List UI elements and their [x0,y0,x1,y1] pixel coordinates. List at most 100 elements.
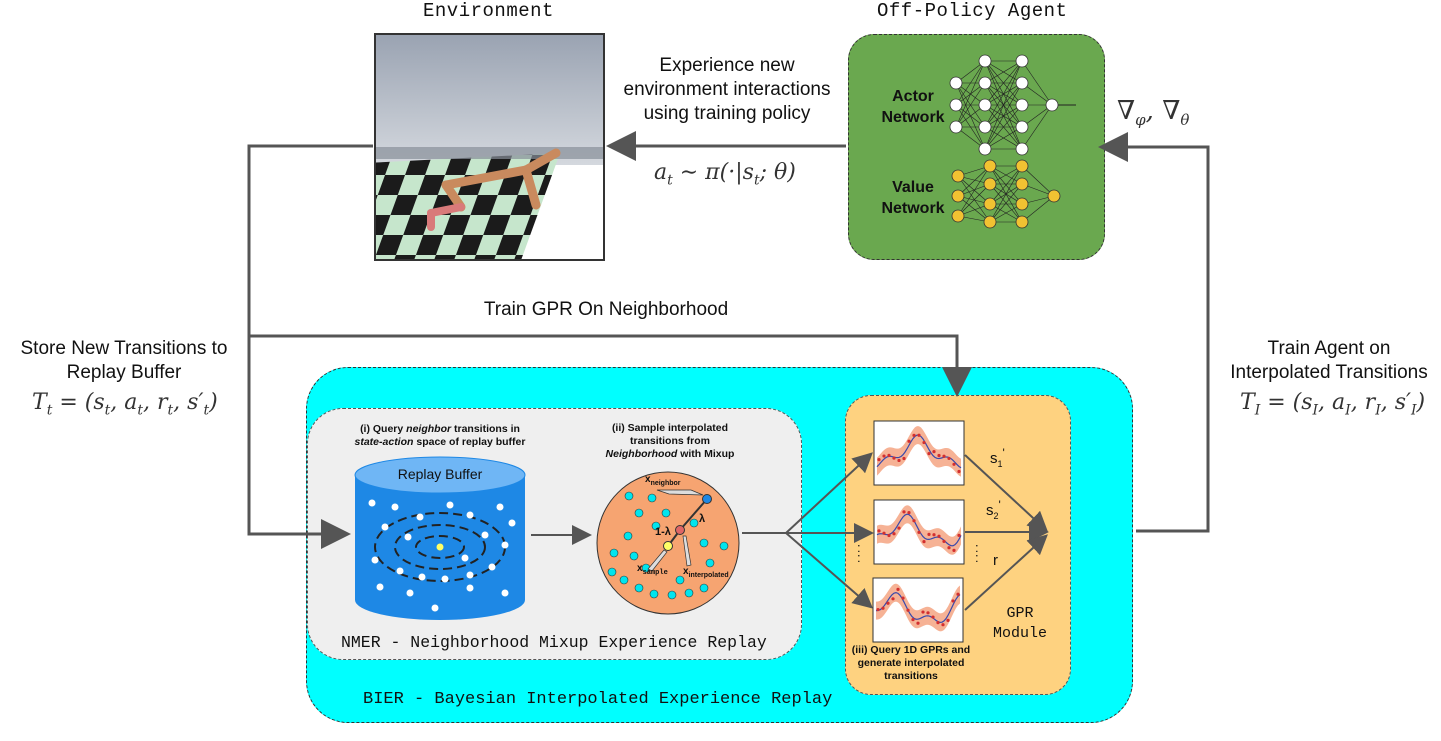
gpr-sample-point [882,531,886,535]
mixup-point [719,541,729,551]
gpr-sample-point [896,587,900,591]
gpr-sample-point [917,530,921,534]
nn-node [949,98,963,112]
nn-node [1015,215,1029,229]
gpr-sample-point [922,539,926,544]
mixup-point [661,508,671,518]
step3-text: (iii) Query 1D GPRs and generate interpo… [851,644,971,682]
environment-title: Environment [423,0,554,22]
nn-node [1015,197,1029,211]
gpr-sample-point [931,615,935,619]
nn-node [1015,76,1029,90]
left-dots: :: [857,540,861,565]
nn-node [983,177,997,191]
nn-node [1015,142,1029,156]
gpr-sample-point [891,597,895,601]
mixup-point [609,548,619,558]
gpr-sample-point [877,529,881,533]
gpr-sample-point [892,532,896,536]
buffer-point [368,499,376,507]
buffer-point [396,567,404,575]
mixup-point [699,583,709,593]
mixup-point [649,589,659,599]
gpr-sample-point [927,452,931,456]
gpr-sample-point [937,534,941,538]
gpr-sample-point [906,608,910,612]
experience-label: Experience new environment interactions … [623,55,831,124]
gpr-sample-point [886,601,890,605]
gpr-mean-line [875,591,961,623]
buffer-point [376,583,384,591]
nn-node [949,76,963,90]
nn-node [1047,189,1061,203]
gpr-sample-point [952,548,956,552]
gpr-sample-point [951,599,955,603]
gpr-sample-point [892,456,896,460]
replay-buffer-cylinder [354,456,526,620]
nn-node [1015,159,1029,173]
buffer-point [416,513,424,521]
step2-text: (ii) Sample interpolated transitions fro… [605,422,735,460]
buffer-point [466,584,474,592]
train-gpr-label: Train GPR On Neighborhood [483,299,729,320]
gradient-label: ∇φ, ∇θ [1117,96,1190,130]
buffer-point [371,556,379,564]
gpr-sample-point [882,454,886,458]
gpr-sample-point [957,533,961,537]
neural-network-diagram [949,54,1076,229]
nn-node [1015,54,1029,68]
gpr-sample-point [922,440,926,445]
nn-node [978,98,992,112]
mixup-point [634,508,644,518]
buffer-point [466,571,474,579]
buffer-query-point [436,543,444,551]
gpr-sample-point [902,510,906,514]
nn-node [983,159,997,173]
gpr-sample-point [912,433,916,437]
gpr-sample-point [947,456,951,461]
actor-network-label: Actor Network [881,88,945,126]
gpr-sample-point [876,607,880,612]
gpr-confidence-band [876,583,960,632]
gpr-plot-2 [873,499,965,565]
train-agent-label: Train Agent on Interpolated Transitions [1230,338,1428,383]
buffer-point [496,503,504,511]
x-interpolated-label: xinterpolated [683,566,729,579]
buffer-point [481,531,489,539]
nn-node [983,197,997,211]
nn-node [951,189,965,203]
gpr-sample-point [902,456,906,461]
nn-node [978,54,992,68]
mixup-point [684,588,694,598]
buffer-point [461,554,469,562]
value-network-label: Value Network [881,179,945,217]
buffer-point [381,523,389,531]
gpr-sample-point [932,533,936,537]
buffer-point [488,563,496,571]
agent-box [848,34,1105,260]
mixup-point [651,521,661,531]
train-agent-equation: TI = (sI, aI, rI, s′I) [1240,390,1426,419]
buffer-point [418,573,426,581]
one-minus-lambda-label: 1-λ [655,526,671,538]
gpr-sample-point [912,519,916,523]
gpr-sample-point [932,450,936,454]
action-equation: at ∼ π(·|st; θ) [654,160,796,189]
gpr-sample-point [947,546,951,550]
mixup-circle [596,471,740,615]
gpr-sample-point [907,439,911,443]
mixup-point [607,567,617,577]
nn-node [978,120,992,134]
mixup-point [623,531,633,541]
mixup-point [667,590,677,600]
gpr-sample-point [916,621,920,625]
environment-image [374,33,605,261]
buffer-point [501,541,509,549]
buffer-point [406,589,414,597]
mixup-point [624,491,634,501]
buffer-point [501,589,509,597]
mixup-point [689,518,699,528]
gpr-mean-line [876,513,962,547]
gpr-sample-point [921,610,925,614]
agent-title: Off-Policy Agent [877,0,1068,22]
